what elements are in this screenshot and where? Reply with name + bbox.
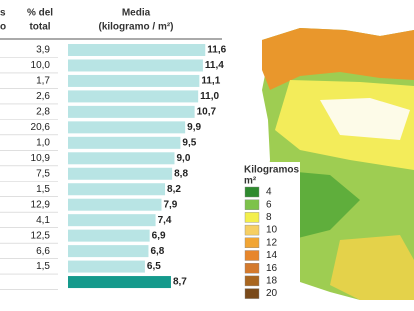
table: so % del total Media (kilogramo / m²) 3,9 11,6… [0, 8, 227, 290]
map-south [330, 235, 414, 300]
legend-swatch [244, 186, 260, 198]
pct-label: 3,9 [36, 45, 50, 56]
legend-label: 18 [266, 276, 278, 287]
pct-label: 6,6 [36, 246, 50, 257]
bar [68, 121, 186, 134]
bar [68, 260, 145, 273]
legend-label: 6 [266, 199, 272, 210]
pct-label: 12,5 [31, 230, 51, 241]
bar [68, 183, 166, 196]
bar [68, 276, 171, 289]
legend-swatch [244, 288, 260, 299]
pct-label: 1,5 [36, 184, 50, 195]
legend-label: 10 [266, 225, 278, 236]
bar [68, 136, 181, 149]
value-label: 6,5 [147, 261, 161, 272]
bar [68, 214, 156, 227]
value-label: 8,8 [174, 168, 188, 179]
pct-label: 10,9 [31, 153, 51, 164]
header-text: (kilogramo / m²) [98, 22, 173, 33]
pct-label: 4,1 [36, 215, 50, 226]
header-text: s [0, 8, 6, 19]
bar [68, 152, 175, 165]
legend-label: 20 [266, 288, 278, 299]
legend-swatch [244, 250, 260, 261]
map-plateau [320, 98, 410, 140]
bar [68, 245, 149, 258]
legend-swatch [244, 263, 260, 274]
legend-swatch [244, 275, 260, 287]
header-text: Media [122, 8, 151, 19]
value-label: 11,4 [205, 60, 224, 71]
value-label: 11,1 [201, 76, 220, 87]
bar [68, 229, 150, 242]
map-north [262, 28, 414, 90]
pct-label: 10,0 [31, 60, 51, 71]
value-label: 6,9 [152, 230, 166, 241]
legend-label: 4 [266, 187, 272, 198]
legend-label: 12 [266, 237, 278, 248]
value-label: 11,6 [207, 45, 226, 56]
pct-label: 2,6 [36, 91, 50, 102]
bar [68, 59, 203, 72]
value-label: 6,8 [150, 246, 164, 257]
legend-title: Kilogramos [244, 165, 299, 176]
legend-label: 8 [266, 212, 272, 223]
value-label: 9,0 [177, 153, 191, 164]
legend-title: m² [244, 176, 257, 187]
bar [68, 105, 195, 118]
legend-swatch [244, 224, 260, 236]
value-label: 9,5 [182, 137, 196, 148]
legend-label: 14 [266, 250, 278, 261]
legend-swatch [244, 212, 260, 223]
pct-label: 1,7 [36, 76, 50, 87]
value-label: 7,4 [158, 215, 172, 226]
bar [68, 44, 206, 56]
header-text: total [29, 22, 50, 33]
legend-label: 16 [266, 263, 278, 274]
bar [68, 198, 162, 211]
bar [68, 74, 200, 87]
header-text: o [0, 22, 6, 33]
pct-label: 1,5 [36, 261, 50, 272]
value-label: 8,2 [167, 184, 181, 195]
legend-swatch [244, 199, 260, 210]
bar [68, 90, 199, 103]
legend-swatch [244, 237, 260, 249]
pct-label: 2,8 [36, 107, 50, 118]
header-text: % del [27, 8, 53, 19]
pct-label: 7,5 [36, 168, 50, 179]
bar [68, 167, 173, 180]
pct-label: 12,9 [31, 199, 51, 210]
pct-label: 1,0 [36, 137, 50, 148]
value-label: 8,7 [173, 277, 187, 288]
value-label: 7,9 [163, 199, 177, 210]
value-label: 11,0 [200, 91, 219, 102]
value-label: 10,7 [197, 107, 217, 118]
pct-label: 20,6 [31, 122, 51, 133]
value-label: 9,9 [187, 122, 201, 133]
